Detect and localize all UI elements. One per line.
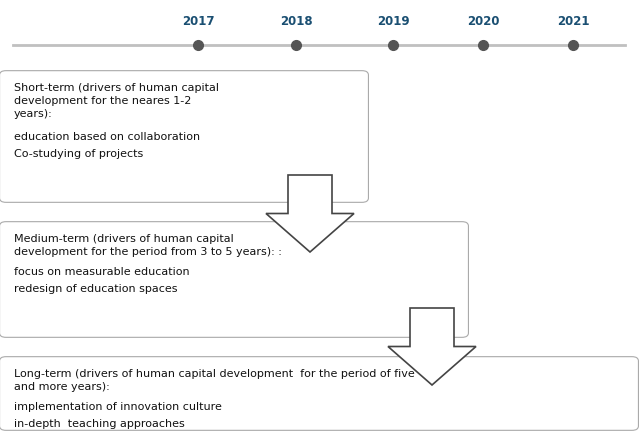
- Text: implementation of innovation culture: implementation of innovation culture: [14, 402, 222, 412]
- Polygon shape: [388, 308, 476, 385]
- Text: 2017: 2017: [182, 15, 214, 28]
- Text: Co-studying of projects: Co-studying of projects: [14, 149, 143, 159]
- FancyBboxPatch shape: [0, 71, 368, 202]
- Text: Short-term (drivers of human capital
development for the neares 1-2
years):: Short-term (drivers of human capital dev…: [14, 83, 219, 119]
- FancyBboxPatch shape: [0, 222, 468, 337]
- Text: 2021: 2021: [557, 15, 589, 28]
- Text: redesign of education spaces: redesign of education spaces: [14, 284, 177, 294]
- Text: focus on measurable education: focus on measurable education: [14, 267, 189, 277]
- Polygon shape: [266, 175, 354, 252]
- Text: education based on collaboration: education based on collaboration: [14, 132, 200, 142]
- Text: 2019: 2019: [377, 15, 410, 28]
- Text: Long-term (drivers of human capital development  for the period of five
and more: Long-term (drivers of human capital deve…: [14, 369, 415, 392]
- Text: Medium-term (drivers of human capital
development for the period from 3 to 5 yea: Medium-term (drivers of human capital de…: [14, 234, 281, 257]
- Text: 2020: 2020: [467, 15, 499, 28]
- Text: in-depth  teaching approaches: in-depth teaching approaches: [14, 419, 184, 429]
- Text: 2018: 2018: [279, 15, 312, 28]
- FancyBboxPatch shape: [0, 357, 638, 430]
